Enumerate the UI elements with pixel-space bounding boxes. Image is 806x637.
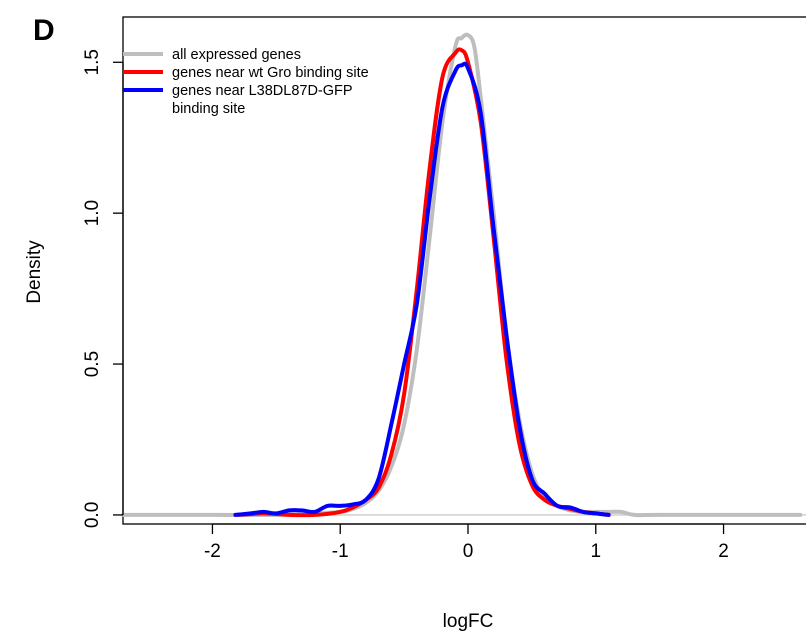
series-lines xyxy=(121,32,803,518)
series-line-2 xyxy=(236,47,611,518)
y-tick-label: 1.0 xyxy=(82,200,103,226)
legend-label-3: binding site xyxy=(172,101,245,117)
x-tick-label: 0 xyxy=(463,541,474,562)
legend-label-1: all expressed genes xyxy=(172,47,301,63)
legend-label-2: genes near wt Gro binding site xyxy=(172,65,369,81)
y-tick-label: 1.5 xyxy=(82,49,103,75)
legend-label-3: genes near L38DL87D-GFP xyxy=(172,83,353,99)
panel-label: D xyxy=(33,14,55,47)
series-line-1 xyxy=(121,32,803,518)
x-tick-label: 2 xyxy=(718,541,729,562)
x-tick-label: -1 xyxy=(332,541,349,562)
y-tick-label: 0.0 xyxy=(82,502,103,528)
x-tick-label: -2 xyxy=(204,541,221,562)
x-axis: -2 -1 0 1 2 xyxy=(204,523,729,562)
legend: all expressed genes genes near wt Gro bin… xyxy=(123,47,369,117)
y-tick-label: 0.5 xyxy=(82,351,103,377)
series-line-3 xyxy=(233,61,611,517)
y-axis-label: Density xyxy=(24,240,45,304)
x-axis-label: logFC xyxy=(443,611,494,632)
x-tick-label: 1 xyxy=(590,541,601,562)
y-axis: 0.0 0.5 1.0 1.5 xyxy=(82,49,124,528)
